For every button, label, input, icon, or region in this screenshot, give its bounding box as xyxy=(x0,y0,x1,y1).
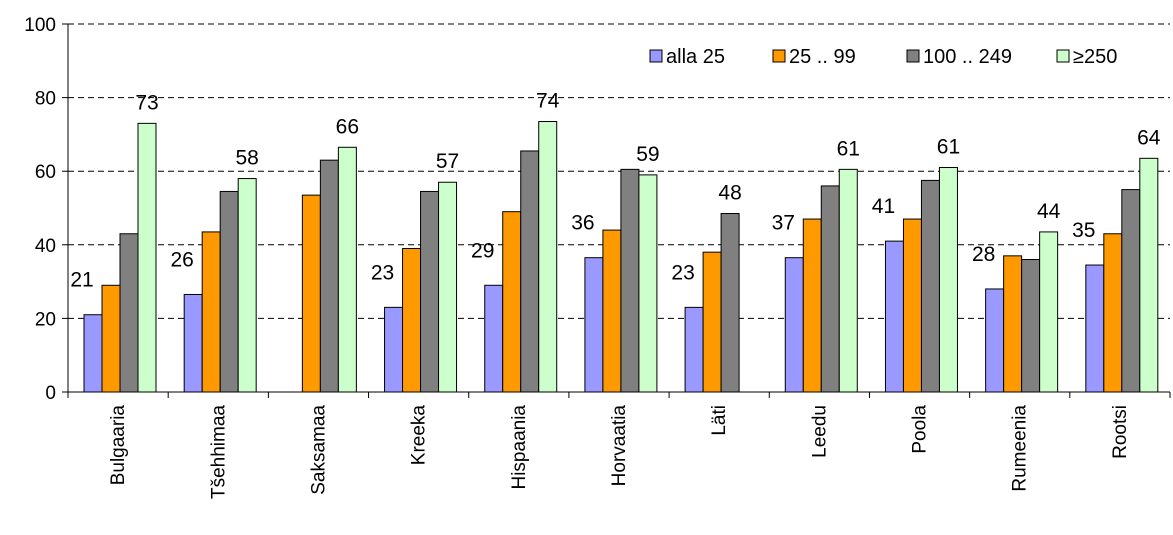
bar-100-249-horvaatia xyxy=(620,168,640,393)
bar-25-99-bulgaaria xyxy=(101,284,121,393)
data-label-250-poola: 61 xyxy=(937,136,960,159)
bar-25-99-horvaatia xyxy=(602,229,622,393)
data-label-alla-25-horvaatia: 36 xyxy=(571,212,594,235)
bar-alla-25-t-ehhimaa xyxy=(183,293,203,393)
legend-swatch-100-249 xyxy=(906,49,920,63)
y-tick-label-20: 20 xyxy=(35,309,56,330)
bar-250-leedu xyxy=(838,168,858,393)
bar-alla-25-leedu xyxy=(784,257,804,393)
category-label-l-ti: Läti xyxy=(709,405,730,436)
data-label-250-saksamaa: 66 xyxy=(336,115,359,138)
category-label-hispaania: Hispaania xyxy=(509,405,530,490)
data-label-100-249-l-ti: 48 xyxy=(718,182,741,205)
bar-250-bulgaaria xyxy=(137,122,157,393)
bar-100-249-t-ehhimaa xyxy=(219,190,239,393)
bar-100-249-leedu xyxy=(820,185,840,393)
bar-25-99-t-ehhimaa xyxy=(201,231,221,393)
data-label-250-t-ehhimaa: 58 xyxy=(236,147,259,170)
legend-label-100-249: 100 .. 249 xyxy=(923,46,1012,68)
data-label-alla-25-poola: 41 xyxy=(872,195,895,218)
legend: alla 25 25 .. 99 100 .. 249 ≥250 xyxy=(649,46,1117,68)
category-label-kreeka: Kreeka xyxy=(409,405,430,466)
bar-100-249-saksamaa xyxy=(319,159,339,393)
data-label-alla-25-leedu: 37 xyxy=(772,212,795,235)
y-tick-label-100: 100 xyxy=(24,15,56,36)
bar-100-249-rumeenia xyxy=(1021,259,1041,393)
bar-alla-25-hispaania xyxy=(484,284,504,393)
category-label-saksamaa: Saksamaa xyxy=(308,405,329,495)
bar-25-99-rootsi xyxy=(1103,233,1123,393)
bar-250-hispaania xyxy=(538,121,558,393)
legend-swatch-alla-25 xyxy=(649,49,663,63)
bars xyxy=(83,121,1159,393)
legend-label-25-99: 25 .. 99 xyxy=(789,46,856,68)
legend-label-alla-25: alla 25 xyxy=(666,46,725,68)
bar-25-99-saksamaa xyxy=(301,194,321,393)
bar-100-249-kreeka xyxy=(420,190,440,393)
y-tick-label-60: 60 xyxy=(35,162,56,183)
data-label-250-kreeka: 57 xyxy=(436,150,459,173)
data-label-alla-25-t-ehhimaa: 26 xyxy=(171,248,194,271)
data-label-250-leedu: 61 xyxy=(837,137,860,160)
bar-25-99-leedu xyxy=(802,218,822,393)
bar-alla-25-kreeka xyxy=(384,306,404,393)
legend-label-250: ≥250 xyxy=(1073,46,1117,68)
bar-alla-25-horvaatia xyxy=(584,257,604,393)
data-label-alla-25-hispaania: 29 xyxy=(471,239,494,262)
data-label-alla-25-rootsi: 35 xyxy=(1072,219,1095,242)
y-tick-label-0: 0 xyxy=(45,383,56,404)
data-labels: 21 73 26 58 66 23 57 29 74 36 59 23 48 37 61 41 61 28 44 35… xyxy=(70,90,1160,292)
bar-alla-25-bulgaaria xyxy=(83,314,103,393)
bar-alla-25-rumeenia xyxy=(985,288,1005,393)
bar-25-99-poola xyxy=(902,218,922,393)
category-label-t-ehhimaa: Tšehhimaa xyxy=(208,405,229,499)
data-label-250-bulgaaria: 73 xyxy=(135,91,158,114)
bar-100-249-poola xyxy=(920,179,940,393)
bar-250-rumeenia xyxy=(1039,231,1059,393)
category-label-horvaatia: Horvaatia xyxy=(609,405,630,487)
bar-100-249-l-ti xyxy=(720,213,740,393)
bar-250-horvaatia xyxy=(638,174,658,393)
bar-100-249-hispaania xyxy=(520,150,540,393)
bar-250-rootsi xyxy=(1139,157,1159,393)
bar-alla-25-poola xyxy=(884,240,904,393)
legend-swatch-25-99 xyxy=(772,49,786,63)
category-label-poola: Poola xyxy=(910,405,931,454)
y-tick-label-40: 40 xyxy=(35,236,56,257)
bar-alla-25-l-ti xyxy=(684,306,704,393)
bar-25-99-kreeka xyxy=(402,247,422,393)
axes: 0 20 40 60 80 100 Bulgaaria Tšehhimaa Saksamaa Kr… xyxy=(24,15,1171,499)
data-label-alla-25-kreeka: 23 xyxy=(371,261,394,284)
bar-250-saksamaa xyxy=(337,146,357,393)
legend-swatch-250 xyxy=(1056,49,1070,63)
data-label-250-rumeenia: 44 xyxy=(1037,200,1061,223)
bar-100-249-rootsi xyxy=(1121,189,1141,393)
category-label-bulgaaria: Bulgaaria xyxy=(108,405,129,486)
bar-25-99-l-ti xyxy=(702,251,722,393)
bar-100-249-bulgaaria xyxy=(119,233,139,393)
category-label-rumeenia: Rumeenia xyxy=(1010,405,1031,492)
bar-alla-25-rootsi xyxy=(1085,264,1105,393)
bar-25-99-hispaania xyxy=(502,211,522,393)
data-label-250-rootsi: 64 xyxy=(1137,126,1161,149)
bar-250-t-ehhimaa xyxy=(237,178,257,393)
category-label-leedu: Leedu xyxy=(809,405,830,458)
bar-250-kreeka xyxy=(438,181,458,393)
data-label-alla-25-rumeenia: 28 xyxy=(972,243,995,266)
bar-25-99-rumeenia xyxy=(1003,255,1023,393)
y-tick-label-80: 80 xyxy=(35,89,56,110)
data-label-alla-25-bulgaaria: 21 xyxy=(70,269,93,292)
bar-250-poola xyxy=(938,167,958,393)
data-label-alla-25-l-ti: 23 xyxy=(671,261,694,284)
data-label-250-hispaania: 74 xyxy=(536,90,560,113)
category-label-rootsi: Rootsi xyxy=(1110,405,1131,459)
data-label-250-horvaatia: 59 xyxy=(636,143,659,166)
